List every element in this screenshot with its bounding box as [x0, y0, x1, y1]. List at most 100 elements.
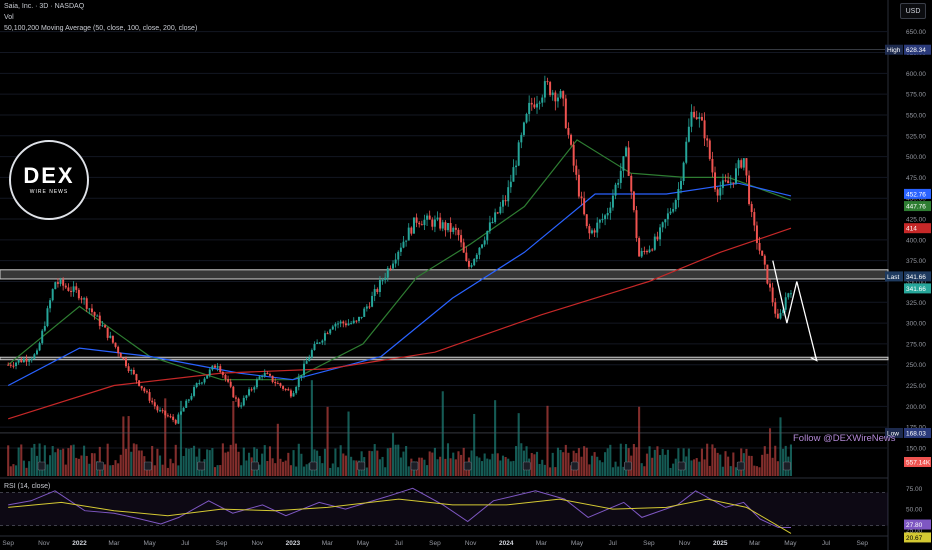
volume-bar: [606, 448, 609, 476]
earnings-marker: [677, 461, 686, 471]
volume-bar: [460, 454, 463, 476]
projection-path: [772, 260, 818, 361]
volume-bar: [789, 444, 793, 476]
earnings-marker: [570, 461, 579, 471]
candle-body: [449, 222, 452, 232]
volume-bar: [784, 445, 787, 476]
candle-body: [127, 366, 130, 372]
price-axis-tick: 450.00: [906, 196, 926, 203]
earnings-marker: [522, 461, 531, 471]
volume-bar: [282, 461, 285, 476]
volume-bar: [672, 463, 675, 476]
candle-body: [114, 342, 117, 347]
candle-body: [64, 285, 67, 288]
volume-bar: [321, 463, 324, 476]
rsi-value-label-bg: [904, 519, 931, 530]
volume-bar: [234, 443, 237, 476]
volume-bar: [253, 447, 256, 476]
candle-body: [444, 222, 447, 231]
volume-bar: [774, 445, 777, 476]
volume-bar: [373, 444, 376, 476]
candle-body: [344, 323, 347, 326]
volume-value-label-bg: [904, 457, 931, 467]
candle-body: [179, 411, 182, 415]
volume-bar: [368, 450, 371, 476]
volume-bar: [439, 456, 442, 476]
candle-body: [499, 206, 502, 214]
volume-bar: [399, 457, 402, 476]
volume-bar: [624, 444, 628, 476]
volume-bar: [645, 453, 649, 476]
volume-bar: [724, 451, 727, 476]
volume-bar: [449, 458, 452, 476]
volume-bar: [601, 462, 604, 476]
volume-bar: [85, 455, 88, 476]
time-axis-tick: 2023: [286, 540, 301, 547]
high-tag-bg: [885, 44, 903, 55]
candle-body: [172, 416, 175, 420]
volume-bar: [268, 446, 272, 476]
candle-body: [130, 369, 133, 372]
candle-body: [727, 180, 730, 184]
candle-body: [33, 354, 36, 359]
candle-body: [577, 174, 580, 197]
volume-bar: [604, 452, 607, 476]
volume-bar: [533, 454, 536, 476]
volume-bar: [687, 448, 690, 476]
candle-body: [486, 230, 489, 241]
candle-body: [763, 255, 766, 265]
volume-bar: [224, 452, 227, 476]
candle-body: [776, 313, 779, 319]
candle-body: [54, 282, 57, 290]
volume-bar: [106, 443, 109, 476]
candle-body: [522, 122, 525, 135]
volume-bar: [567, 452, 570, 476]
candle-body: [656, 236, 659, 240]
candle-body: [729, 182, 732, 184]
currency-button[interactable]: USD: [900, 3, 926, 19]
volume-bar: [200, 465, 203, 476]
volume-bar: [111, 465, 114, 476]
volume-bar: [638, 406, 641, 476]
candle-body: [509, 181, 512, 188]
candle-body: [187, 399, 190, 401]
candle-body: [342, 321, 345, 324]
volume-bar: [590, 455, 594, 476]
candle-body: [96, 315, 99, 317]
candle-body: [724, 180, 727, 182]
volume-bar: [397, 444, 400, 476]
candle-body: [255, 379, 258, 388]
candle-body: [753, 212, 756, 226]
volume-bar: [371, 451, 374, 476]
volume-bar: [122, 416, 125, 476]
volume-bar: [651, 457, 654, 476]
candle-body: [410, 227, 413, 234]
volume-bar: [706, 443, 709, 476]
candle-body: [543, 81, 546, 98]
earnings-marker: [463, 461, 472, 471]
volume-bar: [454, 459, 457, 476]
volume-bar: [22, 460, 25, 476]
logo-main-text: DEX: [23, 163, 75, 188]
time-axis-tick: May: [784, 540, 797, 547]
candle-body: [630, 175, 633, 192]
candle-body: [80, 298, 83, 300]
volume-bar: [617, 466, 620, 476]
volume-bar: [75, 457, 78, 476]
volume-bar: [475, 456, 478, 476]
earnings-marker: [197, 461, 205, 471]
candle-body: [439, 217, 442, 229]
price-axis-tick: 375.00: [906, 258, 926, 265]
volume-bar: [766, 453, 769, 476]
candle-body: [491, 222, 494, 224]
support-zone: [0, 356, 889, 361]
volume-bar: [344, 455, 347, 476]
volume-bar: [219, 465, 222, 476]
candle-body: [287, 389, 290, 391]
volume-bar: [43, 445, 46, 476]
volume-bar: [182, 456, 185, 476]
price-axis-tick: 400.00: [906, 237, 926, 244]
high-price-label: 628.34: [906, 47, 926, 54]
volume-bar: [38, 443, 41, 476]
